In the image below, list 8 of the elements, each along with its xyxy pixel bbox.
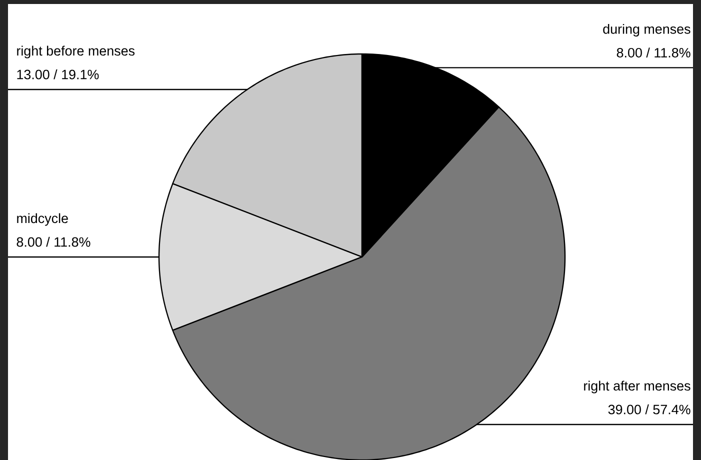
slice-label: midcycle xyxy=(17,213,68,226)
slice-label: right after menses xyxy=(584,380,690,394)
data-label: 39.00 / 57.4% xyxy=(608,404,690,414)
slice-label: during menses xyxy=(603,24,690,36)
data-label: 13.00 / 19.1% xyxy=(17,69,99,80)
slice-label: right before menses xyxy=(17,46,135,58)
data-label: 8.00 / 11.8% xyxy=(616,48,690,58)
data-label: 8.00 / 11.8% xyxy=(16,236,90,247)
